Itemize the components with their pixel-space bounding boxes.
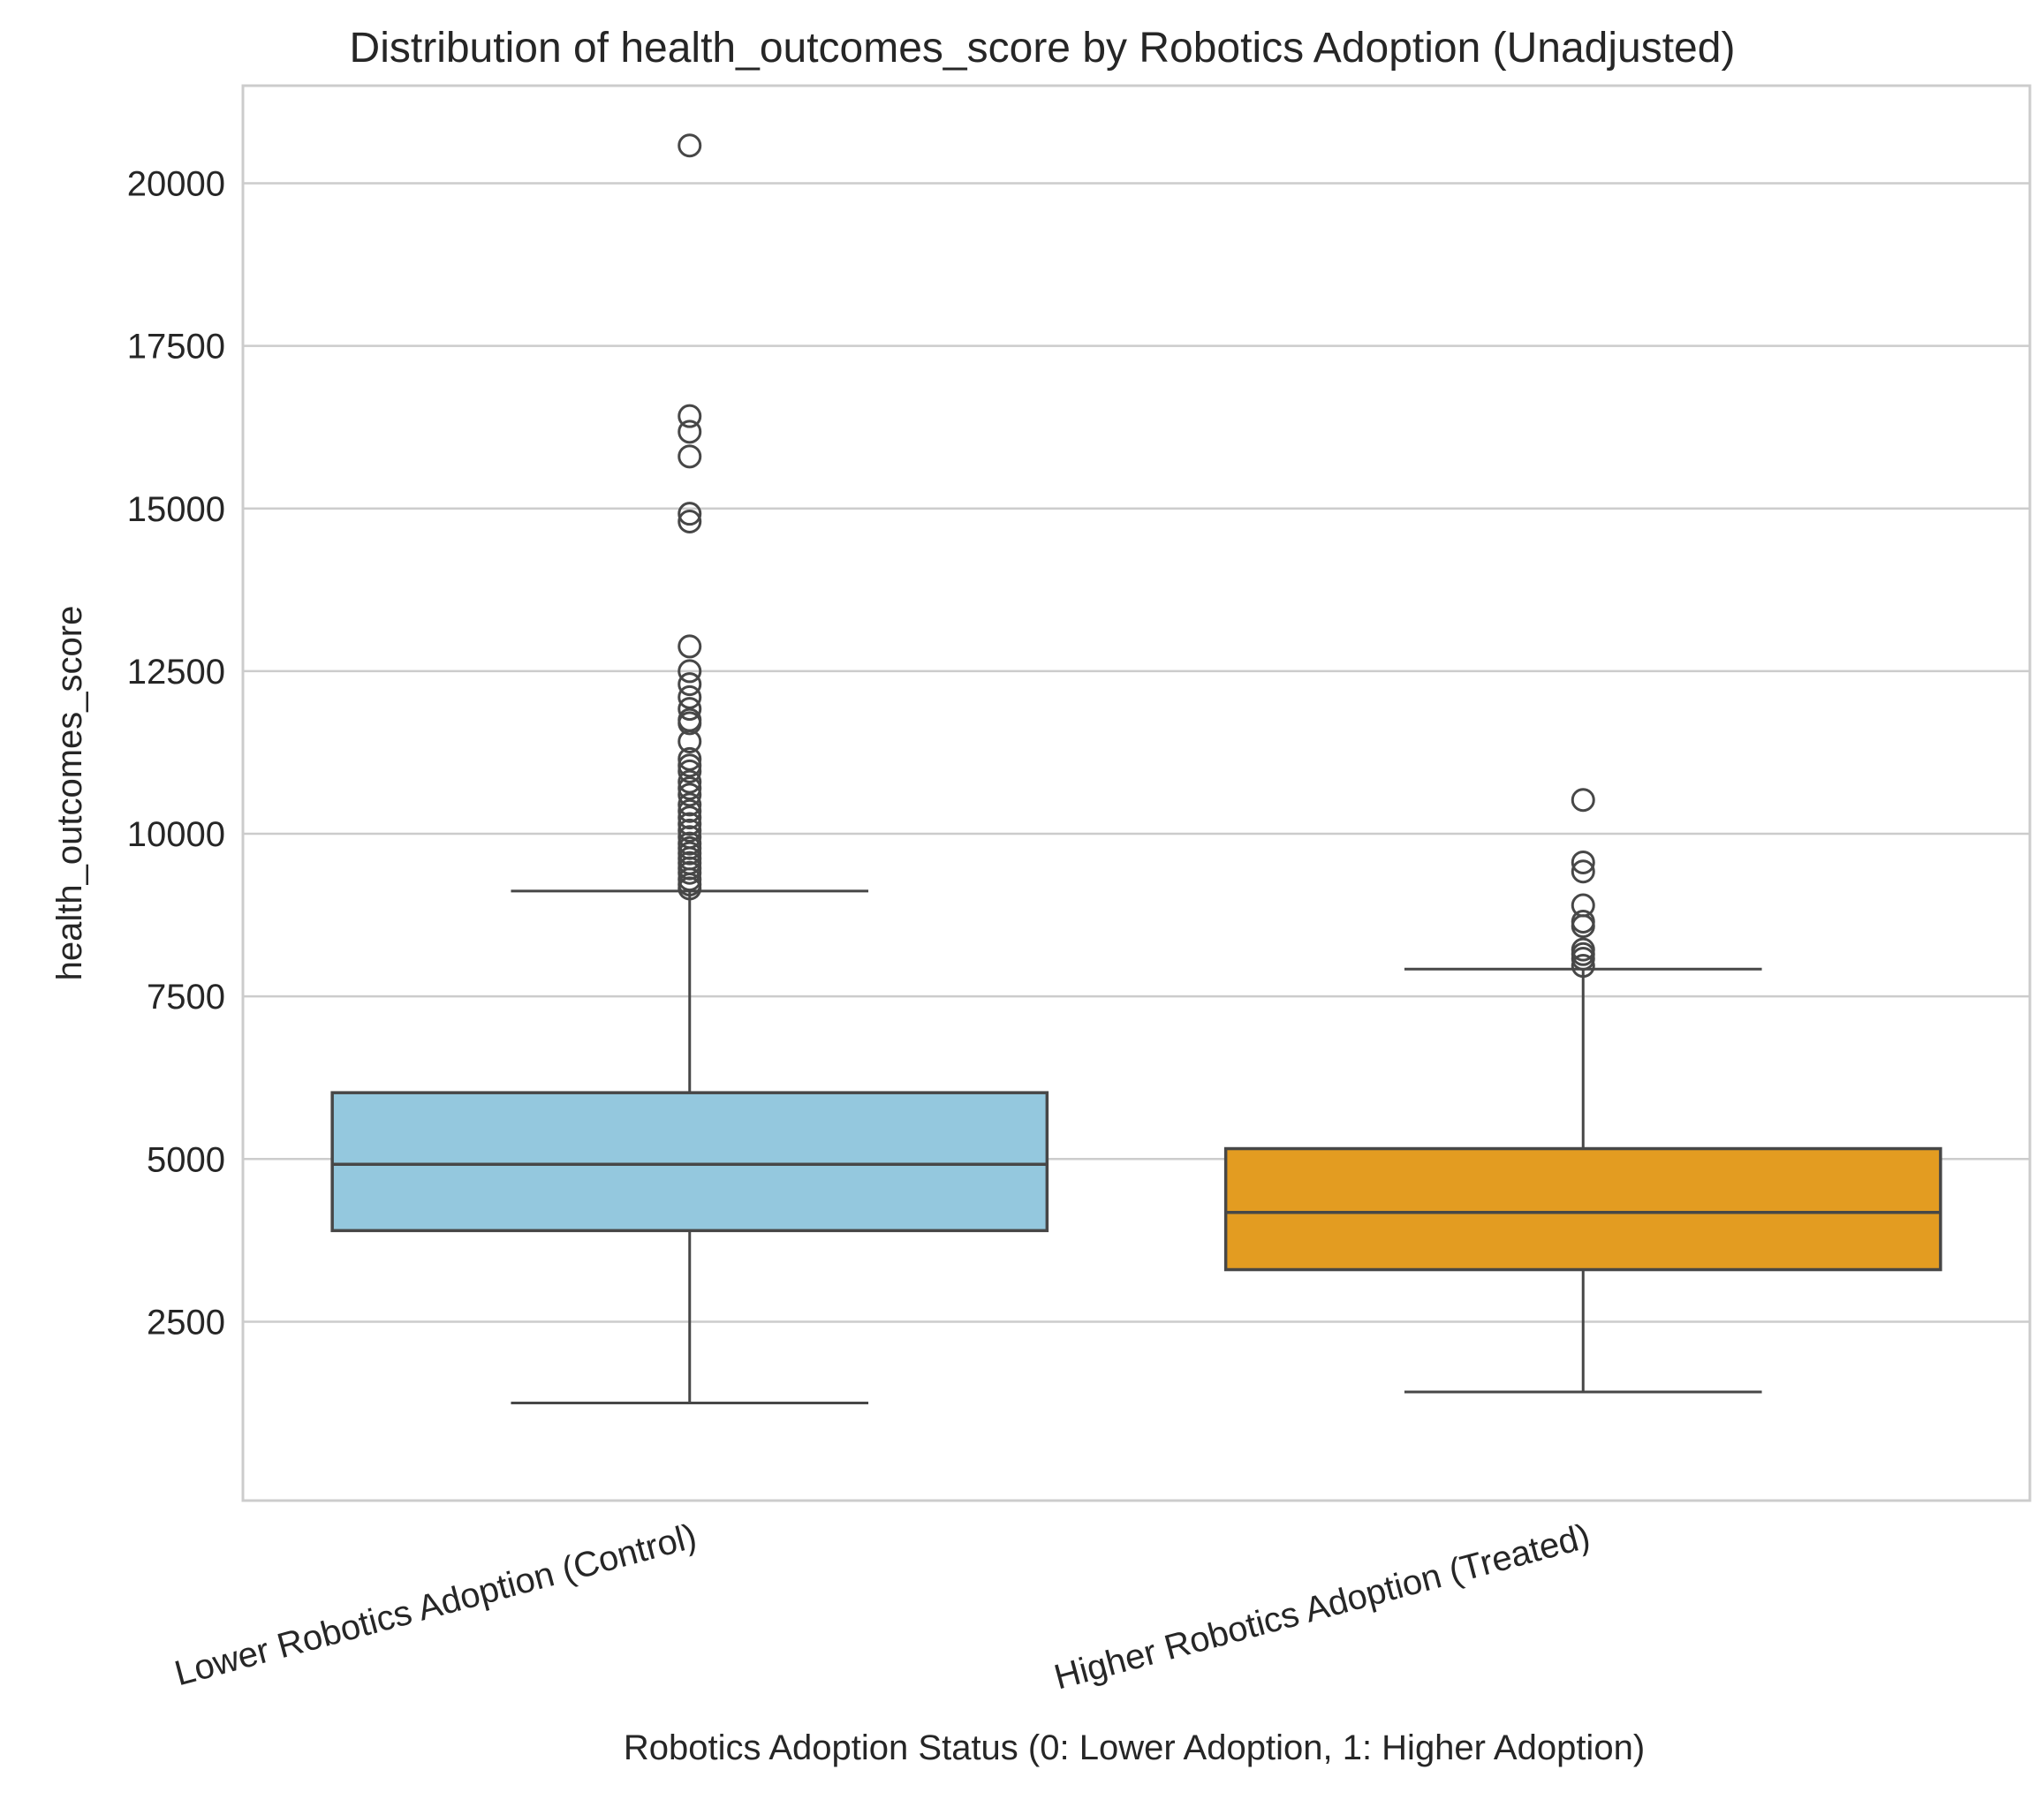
outlier-point [678, 684, 702, 709]
y-tick-label: 7500 [147, 978, 225, 1017]
y-axis-title: health_outcomes_score [50, 606, 89, 981]
y-tick-label: 2500 [147, 1303, 225, 1342]
outlier-point [678, 711, 702, 736]
outlier-point [678, 444, 702, 469]
outlier-point [1571, 954, 1595, 979]
outlier-point [678, 876, 702, 901]
x-tick-label: Higher Robotics Adoption (Treated) [1050, 1516, 1594, 1697]
outlier-point [678, 634, 702, 659]
outlier-point [678, 509, 702, 533]
outlier-point [1571, 859, 1595, 884]
outlier-point [678, 746, 702, 771]
y-tick-labels: 2500 5000 7500 10000 12500 15000 17500 20000 [127, 164, 225, 1342]
outlier-point [1571, 788, 1595, 813]
x-tick-labels: Lower Robotics Adoption (Control) Higher … [170, 1516, 1594, 1697]
outlier-point [1571, 914, 1595, 939]
x-axis-title: Robotics Adoption Status (0: Lower Adopt… [624, 1728, 1645, 1767]
box-group-0 [330, 133, 1049, 1405]
y-tick-label: 17500 [127, 328, 225, 367]
box-iqr [330, 1091, 1049, 1233]
outlier-point [678, 502, 702, 526]
outlier-point [678, 659, 702, 684]
outlier-point [678, 753, 702, 778]
outlier-point [678, 783, 702, 807]
outlier-point [678, 420, 702, 444]
outlier-point [678, 860, 702, 885]
box-layer [330, 133, 1942, 1405]
outlier-point [1571, 850, 1595, 874]
outlier-point [1571, 909, 1595, 934]
outlier-point [678, 769, 702, 794]
outlier-point [678, 133, 702, 158]
outlier-point [678, 805, 702, 830]
outlier-point [678, 798, 702, 823]
plot-frame [241, 84, 2032, 1502]
box-group-1 [1223, 788, 1942, 1394]
y-tick-label: 20000 [127, 164, 225, 203]
outlier-point [678, 792, 702, 817]
outlier-point [678, 812, 702, 836]
outlier-point [678, 729, 702, 753]
outlier-point [678, 818, 702, 843]
y-tick-label: 12500 [127, 653, 225, 692]
outlier-point [678, 759, 702, 783]
outlier-point [1571, 946, 1595, 971]
chart-title: Distribution of health_outcomes_score by… [350, 25, 1736, 72]
outlier-point [678, 775, 702, 800]
outlier-point [678, 697, 702, 722]
y-tick-label: 10000 [127, 815, 225, 854]
x-tick-label: Lower Robotics Adoption (Control) [170, 1516, 700, 1693]
outlier-point [678, 672, 702, 697]
outlier-point [678, 404, 702, 428]
y-tick-label: 15000 [127, 490, 225, 529]
box-iqr [1223, 1146, 1942, 1272]
y-tick-label: 5000 [147, 1140, 225, 1179]
